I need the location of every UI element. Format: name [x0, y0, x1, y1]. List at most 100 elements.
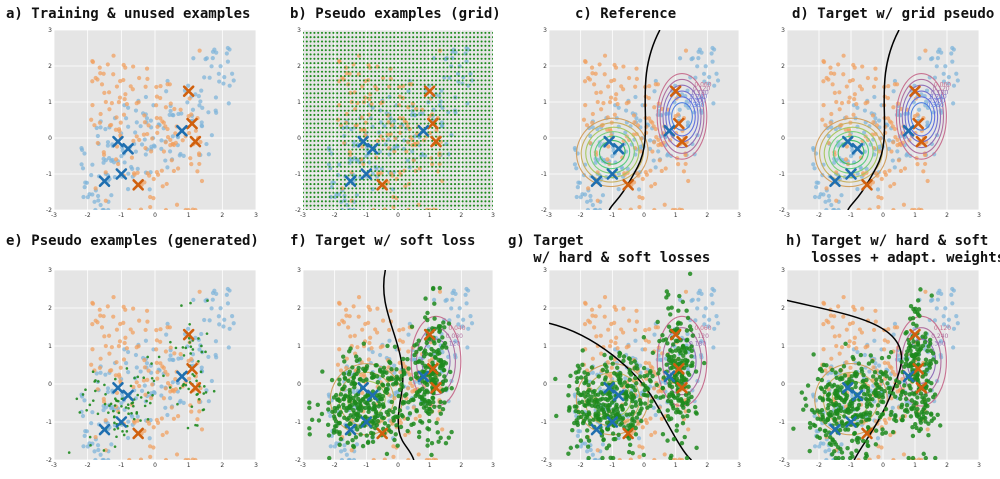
pseudo-generated-point [205, 332, 209, 335]
unused-point-blue [690, 56, 695, 61]
pseudo-grid-point [446, 83, 449, 86]
pseudo-generated-point [196, 392, 199, 396]
pseudo-grid-point [303, 187, 305, 190]
pseudo-grid-point [400, 79, 403, 82]
pseudo-generated-point [376, 386, 382, 391]
unused-point-orange [111, 72, 116, 77]
pseudo-grid-point [476, 75, 479, 78]
pseudo-grid-point [461, 75, 464, 78]
pseudo-grid-point [374, 126, 377, 129]
pseudo-grid-point [339, 118, 343, 121]
unused-point-orange [145, 377, 150, 382]
pseudo-grid-point [450, 40, 453, 43]
training-point-blue [122, 143, 134, 155]
unused-point-orange [137, 383, 142, 389]
unused-point-blue [351, 389, 356, 395]
pseudo-grid-point [317, 57, 320, 60]
pseudo-grid-point [491, 204, 493, 207]
y-tick-label: 3 [297, 27, 301, 34]
pseudo-grid-point [336, 31, 339, 34]
pseudo-grid-point [374, 204, 377, 207]
unused-point-orange [658, 142, 663, 147]
x-tick-label: 1 [913, 212, 917, 219]
x-tick-label: 0 [396, 212, 400, 219]
pseudo-grid-point [423, 113, 426, 117]
pseudo-grid-point [389, 195, 392, 199]
unused-point-orange [150, 136, 155, 141]
pseudo-grid-point [358, 105, 362, 108]
pseudo-grid-point [457, 187, 460, 190]
unused-point-blue [222, 317, 227, 322]
pseudo-grid-point [415, 187, 419, 190]
pseudo-grid-point [431, 191, 434, 194]
pseudo-generated-point [401, 368, 406, 373]
unused-point-orange [171, 168, 177, 174]
pseudo-grid-point [438, 178, 441, 181]
unused-point-orange [375, 330, 380, 335]
pseudo-generated-point [387, 408, 392, 413]
pseudo-grid-point [370, 105, 373, 108]
unused-point-blue [214, 291, 219, 296]
pseudo-grid-point [484, 83, 487, 86]
pseudo-grid-point [332, 92, 335, 95]
pseudo-grid-point [362, 36, 365, 39]
pseudo-grid-point [303, 183, 305, 186]
pseudo-grid-point [317, 157, 320, 160]
pseudo-grid-point [385, 183, 388, 186]
pseudo-grid-point [328, 204, 331, 207]
unused-point-orange [592, 82, 597, 87]
pseudo-grid-point [484, 174, 487, 177]
pseudo-grid-point [309, 109, 312, 112]
training-point-orange [376, 427, 388, 440]
pseudo-grid-point [332, 157, 335, 160]
pseudo-grid-point [393, 135, 396, 138]
pseudo-grid-point [366, 83, 369, 86]
unused-point-orange [130, 330, 135, 335]
unused-point-orange [366, 357, 371, 362]
unused-point-orange [129, 155, 135, 160]
pseudo-grid-point [320, 126, 324, 129]
unused-point-orange [602, 53, 608, 58]
unused-point-orange [416, 452, 421, 457]
training-point-blue [603, 135, 615, 148]
pseudo-grid-point [400, 165, 403, 168]
pseudo-grid-point [461, 70, 464, 73]
pseudo-generated-point [394, 423, 399, 428]
unused-point-blue [342, 443, 347, 448]
unused-point-orange [670, 207, 675, 210]
pseudo-grid-point [431, 157, 434, 160]
pseudo-generated-point [440, 406, 446, 412]
unused-point-orange [131, 171, 137, 176]
pseudo-grid-point [472, 152, 476, 155]
pseudo-grid-point [404, 36, 407, 39]
pseudo-grid-point [480, 62, 483, 65]
pseudo-grid-point [488, 66, 491, 69]
pseudo-grid-point [309, 195, 312, 199]
pseudo-generated-point [389, 399, 394, 405]
unused-point-blue [392, 363, 397, 368]
pseudo-generated-point [352, 381, 357, 387]
pseudo-grid-point [484, 87, 487, 91]
pseudo-grid-point [427, 109, 430, 112]
unused-point-orange [590, 111, 595, 117]
pseudo-grid-point [355, 152, 358, 155]
pseudo-grid-point [472, 139, 476, 142]
pseudo-grid-point [313, 191, 316, 194]
pseudo-grid-point [480, 161, 483, 164]
pseudo-grid-point [453, 152, 457, 155]
pseudo-grid-point [480, 79, 483, 82]
pseudo-grid-point [343, 135, 346, 138]
pseudo-generated-point [437, 328, 443, 333]
pseudo-generated-point [436, 439, 441, 444]
pseudo-generated-point [112, 415, 116, 419]
pseudo-generated-point [195, 379, 198, 383]
unused-point-blue [711, 101, 716, 106]
pseudo-grid-point [381, 49, 384, 52]
pseudo-generated-point [417, 346, 422, 352]
pseudo-grid-point [336, 49, 339, 52]
unused-point-blue [950, 45, 955, 51]
pseudo-grid-point [431, 57, 434, 60]
pseudo-generated-point [96, 412, 100, 416]
unused-point-orange [410, 383, 415, 389]
pseudo-grid-point [419, 195, 422, 199]
